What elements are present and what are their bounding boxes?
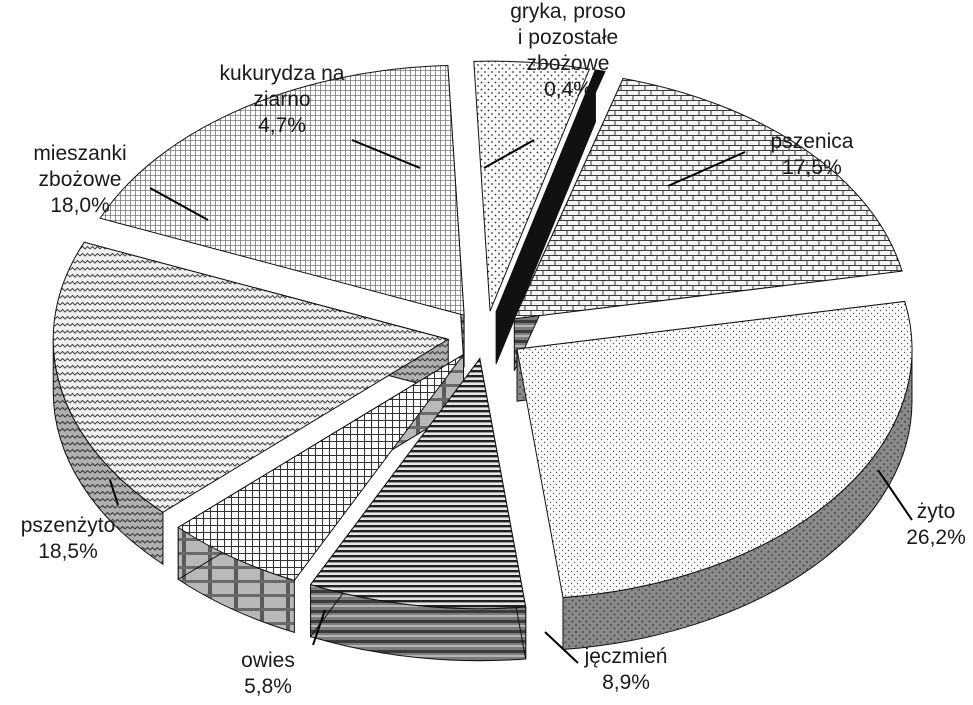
slice-label-jeczmien: jęczmień 8,9%	[584, 645, 668, 694]
slice-label-mieszanki-zbozowe: mieszanki zbożowe 18,0%	[33, 142, 126, 217]
slice-label-zyto: żyto 26,2%	[906, 500, 966, 549]
slice-label-pszenzyto: pszenżyto 18,5%	[21, 514, 116, 563]
pie-slice-jeczmien	[309, 357, 527, 662]
slice-name-jeczmien: jęczmień	[584, 645, 668, 668]
slice-name-pszenzyto: pszenżyto	[21, 514, 116, 537]
slice-name-mieszanki-zbozowe: zbożowe	[39, 168, 122, 191]
pie-slice-pszenica	[513, 77, 903, 371]
pie-slice-kukurydza	[473, 60, 591, 312]
leader-lines	[109, 139, 913, 664]
pie-slice-owies	[177, 353, 465, 634]
slice-value-gryka-proso: 0,4%	[544, 78, 592, 101]
leader-line-gryka-proso	[483, 139, 535, 169]
slice-name-pszenica: pszenica	[771, 130, 854, 153]
leader-line-pszenzyto	[109, 479, 119, 506]
slice-name-gryka-proso: gryka, proso	[510, 0, 626, 23]
pie-slice-pszenzyto	[52, 241, 450, 566]
pie-slice-gryka-proso	[495, 69, 606, 365]
leader-line-owies	[312, 609, 326, 646]
leader-line-jeczmien	[544, 631, 579, 664]
leader-line-kukurydza	[351, 139, 421, 169]
slice-label-kukurydza: kukurydza na ziarno 4,7%	[220, 62, 345, 137]
slice-name-kukurydza: kukurydza na	[220, 62, 345, 85]
slice-name-gryka-proso: zbożowe	[527, 52, 610, 75]
pie-slices	[52, 60, 913, 662]
slice-value-mieszanki-zbozowe: 18,0%	[50, 194, 110, 217]
slice-name-mieszanki-zbozowe: mieszanki	[33, 142, 126, 165]
slice-label-owies: owies 5,8%	[241, 649, 295, 698]
slice-value-owies: 5,8%	[244, 675, 292, 698]
leader-line-zyto	[877, 469, 913, 521]
leader-line-mieszanki-zbozowe	[149, 187, 209, 221]
leader-line-pszenica	[667, 151, 746, 187]
slice-value-pszenica: 17,5%	[782, 156, 842, 179]
slice-value-zyto: 26,2%	[906, 526, 966, 549]
pie-slice-mieszanki-zbozowe	[99, 64, 465, 368]
slice-name-kukurydza: ziarno	[253, 88, 310, 111]
slice-value-kukurydza: 4,7%	[258, 114, 306, 137]
slice-labels: pszenica 17,5% żyto 26,2% jęczmień 8,9% owies 5…	[21, 0, 966, 698]
slice-value-jeczmien: 8,9%	[602, 671, 650, 694]
slice-label-gryka-proso: gryka, proso i pozostałe zbożowe 0,4%	[510, 0, 626, 101]
slice-value-pszenzyto: 18,5%	[38, 540, 98, 563]
slice-name-gryka-proso: i pozostałe	[518, 26, 618, 49]
pie-slice-zyto	[516, 300, 913, 651]
slice-label-pszenica: pszenica 17,5%	[771, 130, 854, 179]
slice-name-owies: owies	[241, 649, 295, 672]
slice-name-zyto: żyto	[917, 500, 956, 523]
